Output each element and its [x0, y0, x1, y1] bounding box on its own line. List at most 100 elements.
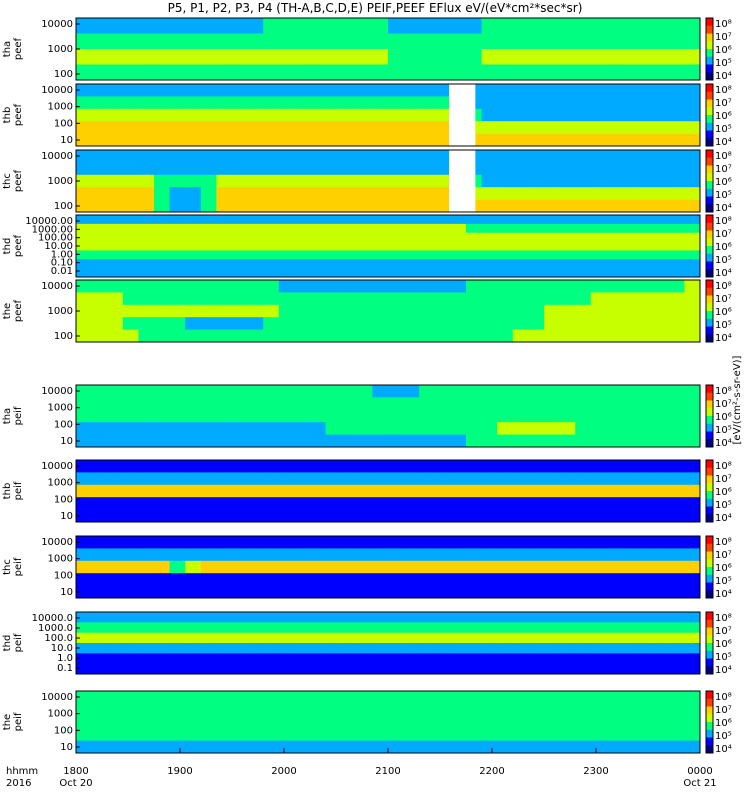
- heatmap-cell: [544, 632, 561, 644]
- heatmap-cell: [91, 96, 108, 110]
- heatmap-cell: [388, 385, 405, 398]
- colorbar-label: 10⁴: [715, 589, 732, 600]
- heatmap-cell: [668, 96, 685, 110]
- colorbar-label: 10⁵: [715, 500, 732, 511]
- heatmap-cell: [341, 150, 358, 163]
- heatmap-cell: [481, 536, 498, 549]
- heatmap-cell: [278, 133, 295, 147]
- heatmap-cell: [575, 121, 592, 135]
- heatmap-cell: [512, 64, 529, 81]
- heatmap-cell: [528, 33, 545, 50]
- heatmap-cell: [185, 317, 202, 331]
- heatmap-cell: [200, 121, 217, 135]
- heatmap-cell: [388, 509, 405, 523]
- heatmap-cell: [356, 317, 373, 331]
- heatmap-cell: [590, 691, 607, 704]
- heatmap-cell: [310, 460, 327, 473]
- heatmap-cell: [263, 622, 280, 634]
- heatmap-cell: [76, 560, 93, 574]
- heatmap-cell: [216, 64, 233, 81]
- heatmap-cell: [372, 304, 389, 318]
- heatmap-cell: [559, 691, 576, 704]
- heatmap-cell: [684, 121, 701, 135]
- heatmap-cell: [107, 199, 124, 213]
- heatmap-cell: [559, 241, 576, 251]
- heatmap-cell: [122, 215, 139, 225]
- heatmap-cell: [169, 18, 186, 34]
- heatmap-cell: [528, 612, 545, 623]
- heatmap-cell: [76, 434, 93, 448]
- heatmap-cell: [606, 622, 623, 634]
- heatmap-cell: [419, 174, 436, 188]
- heatmap-cell: [372, 121, 389, 135]
- heatmap-cell: [637, 472, 654, 486]
- heatmap-cell: [497, 108, 514, 122]
- heatmap-cell: [637, 187, 654, 201]
- heatmap-cell: [590, 632, 607, 644]
- heatmap-cell: [434, 108, 451, 122]
- heatmap-cell: [263, 715, 280, 729]
- heatmap-cell: [388, 585, 405, 599]
- colorbar-cell: [706, 307, 713, 312]
- heatmap-cell: [185, 250, 202, 260]
- heatmap-cell: [200, 434, 217, 448]
- heatmap-cell: [263, 509, 280, 523]
- heatmap-cell: [122, 329, 139, 343]
- heatmap-cell: [294, 728, 311, 742]
- heatmap-cell: [497, 268, 514, 278]
- heatmap-cell: [263, 385, 280, 398]
- heatmap-cell: [528, 385, 545, 398]
- colorbar-cell: [706, 539, 713, 545]
- heatmap-cell: [388, 740, 405, 754]
- heatmap-cell: [341, 174, 358, 188]
- heatmap-cell: [606, 536, 623, 549]
- heatmap-cell: [481, 643, 498, 654]
- heatmap-cell: [466, 484, 483, 498]
- heatmap-cell: [575, 33, 592, 50]
- heatmap-cell: [497, 250, 514, 260]
- heatmap-cell: [356, 691, 373, 704]
- heatmap-cell: [544, 422, 561, 436]
- heatmap-cell: [434, 133, 451, 147]
- heatmap-cell: [559, 215, 576, 225]
- heatmap-cell: [590, 728, 607, 742]
- heatmap-cell: [154, 422, 171, 436]
- heatmap-cell: [388, 259, 405, 269]
- heatmap-cell: [528, 703, 545, 717]
- heatmap-cell: [294, 612, 311, 623]
- heatmap-cell: [419, 33, 436, 50]
- heatmap-cell: [310, 64, 327, 81]
- heatmap-cell: [76, 622, 93, 634]
- heatmap-cell: [278, 728, 295, 742]
- heatmap-cell: [528, 232, 545, 243]
- heatmap-cell: [278, 259, 295, 269]
- colorbar-label: 10⁵: [715, 320, 732, 331]
- heatmap-cell: [434, 232, 451, 243]
- heatmap-cell: [481, 484, 498, 498]
- heatmap-cell: [216, 691, 233, 704]
- heatmap-cell: [294, 536, 311, 549]
- heatmap-cell: [497, 622, 514, 634]
- heatmap-cell: [637, 317, 654, 331]
- heatmap-cell: [325, 585, 342, 599]
- heatmap-cell: [684, 232, 701, 243]
- heatmap-cell: [668, 215, 685, 225]
- heatmap-cell: [200, 497, 217, 511]
- heatmap-cell: [169, 643, 186, 654]
- heatmap-cell: [372, 497, 389, 511]
- colorbar-cell: [706, 431, 713, 436]
- heatmap-cell: [481, 232, 498, 243]
- heatmap-cell: [294, 268, 311, 278]
- heatmap-cell: [247, 187, 264, 201]
- heatmap-cell: [512, 397, 529, 411]
- heatmap-cell: [356, 509, 373, 523]
- heatmap-cell: [403, 715, 420, 729]
- heatmap-cell: [76, 460, 93, 473]
- heatmap-cell: [512, 484, 529, 498]
- heatmap-cell: [575, 422, 592, 436]
- heatmap-cell: [403, 472, 420, 486]
- heatmap-cell: [216, 409, 233, 423]
- heatmap-cell: [622, 121, 639, 135]
- heatmap-cell: [434, 292, 451, 306]
- y-tick-label: 10: [60, 742, 73, 753]
